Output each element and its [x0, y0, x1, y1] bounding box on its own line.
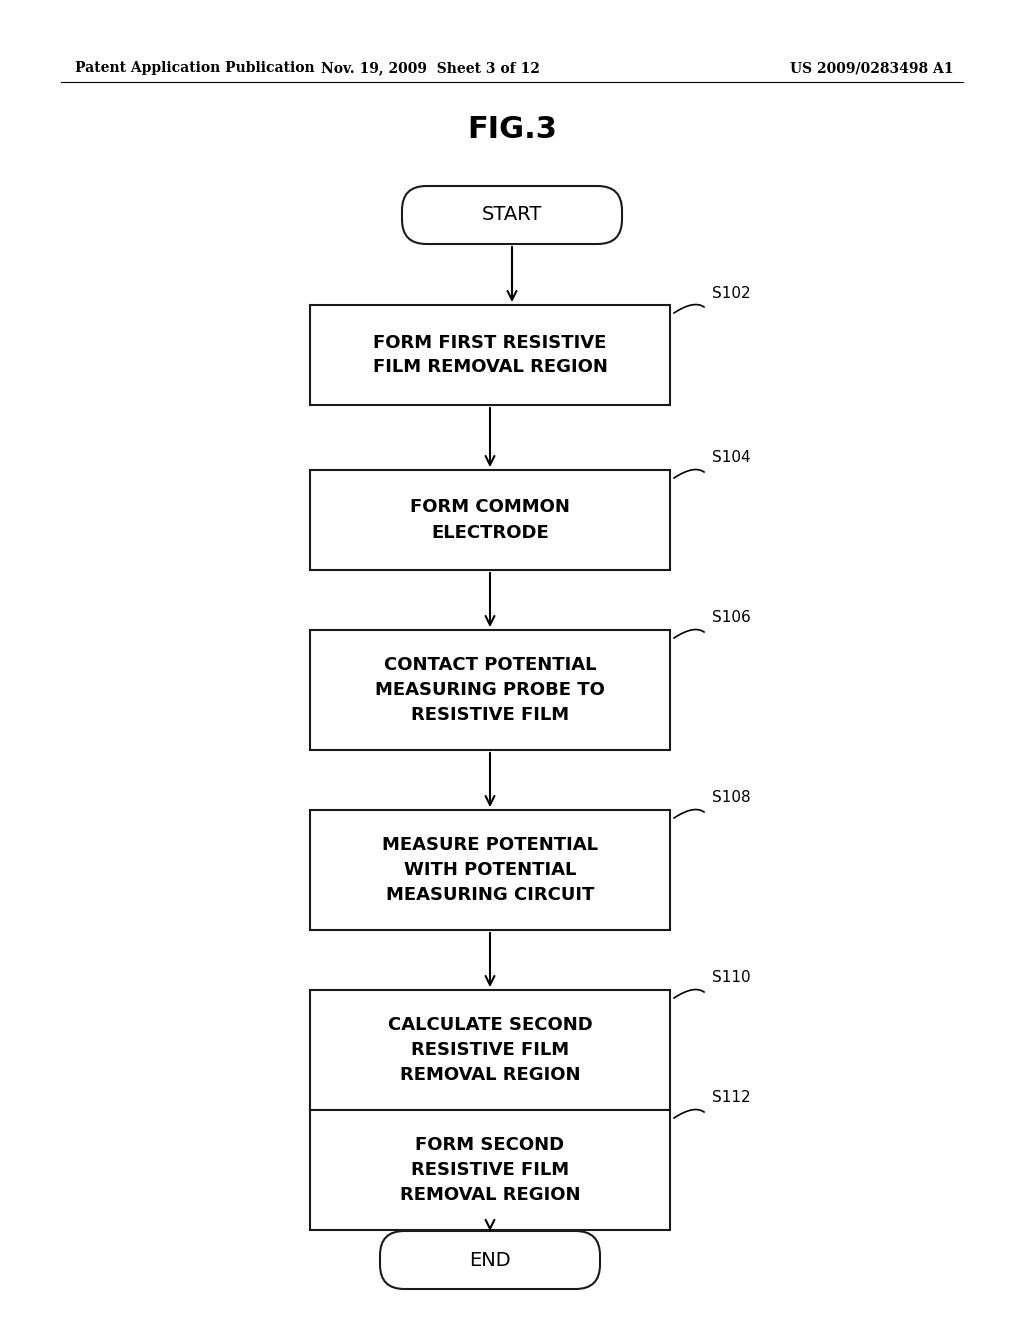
- Text: MEASURE POTENTIAL
WITH POTENTIAL
MEASURING CIRCUIT: MEASURE POTENTIAL WITH POTENTIAL MEASURI…: [382, 836, 598, 904]
- Text: FORM COMMON
ELECTRODE: FORM COMMON ELECTRODE: [410, 499, 570, 541]
- FancyBboxPatch shape: [380, 1232, 600, 1290]
- Text: US 2009/0283498 A1: US 2009/0283498 A1: [790, 61, 953, 75]
- Text: FIG.3: FIG.3: [467, 116, 557, 144]
- Polygon shape: [310, 470, 670, 570]
- Text: S102: S102: [712, 285, 751, 301]
- Text: S104: S104: [712, 450, 751, 466]
- Polygon shape: [310, 810, 670, 931]
- Text: CALCULATE SECOND
RESISTIVE FILM
REMOVAL REGION: CALCULATE SECOND RESISTIVE FILM REMOVAL …: [388, 1016, 592, 1084]
- Text: START: START: [482, 206, 542, 224]
- Text: S108: S108: [712, 791, 751, 805]
- Text: Nov. 19, 2009  Sheet 3 of 12: Nov. 19, 2009 Sheet 3 of 12: [321, 61, 540, 75]
- Text: FORM FIRST RESISTIVE
FILM REMOVAL REGION: FORM FIRST RESISTIVE FILM REMOVAL REGION: [373, 334, 607, 376]
- Text: Patent Application Publication: Patent Application Publication: [75, 61, 314, 75]
- Text: END: END: [469, 1250, 511, 1270]
- Polygon shape: [310, 630, 670, 750]
- Polygon shape: [310, 990, 670, 1110]
- Text: FORM SECOND
RESISTIVE FILM
REMOVAL REGION: FORM SECOND RESISTIVE FILM REMOVAL REGIO…: [399, 1137, 581, 1204]
- Text: CONTACT POTENTIAL
MEASURING PROBE TO
RESISTIVE FILM: CONTACT POTENTIAL MEASURING PROBE TO RES…: [375, 656, 605, 723]
- FancyBboxPatch shape: [402, 186, 622, 244]
- Polygon shape: [310, 1110, 670, 1230]
- Polygon shape: [310, 305, 670, 405]
- Text: S112: S112: [712, 1090, 751, 1106]
- Text: S106: S106: [712, 610, 751, 626]
- Text: S110: S110: [712, 970, 751, 986]
